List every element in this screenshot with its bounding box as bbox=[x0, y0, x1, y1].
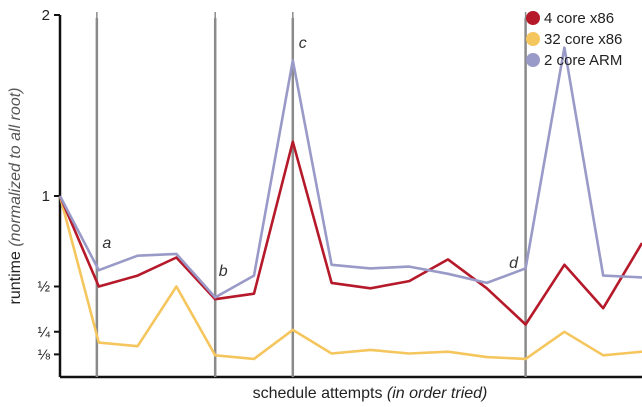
series-line-32-core-x86 bbox=[58, 195, 642, 361]
series-lines bbox=[58, 46, 642, 361]
y-tick-label: 1 bbox=[42, 188, 50, 205]
annotation-d: d bbox=[509, 255, 519, 272]
y-tick-label: 2 bbox=[42, 7, 50, 24]
annotation-b: b bbox=[219, 263, 228, 280]
x-axis-title-main: schedule attempts bbox=[253, 385, 383, 402]
series-line-2-core-arm bbox=[58, 46, 642, 299]
x-axis-title: schedule attempts (in order tried) bbox=[253, 385, 488, 402]
y-tick-label: ¼ bbox=[37, 324, 50, 341]
legend-label: 4 core x86 bbox=[544, 10, 614, 27]
y-tick-label: ½ bbox=[37, 279, 50, 296]
legend-swatch bbox=[526, 32, 540, 46]
legend-label: 2 core ARM bbox=[544, 52, 622, 69]
y-axis-title-main: runtime bbox=[7, 251, 24, 304]
annotation-a: a bbox=[102, 235, 111, 252]
annotation-c: c bbox=[299, 35, 307, 52]
y-axis-title: runtime (normalized to all root) bbox=[7, 88, 24, 305]
vertical-markers bbox=[95, 12, 527, 377]
y-axis-title-note: (normalized to all root) bbox=[7, 88, 24, 247]
y-ticks: ⅛ ¼ ½ 1 2 bbox=[37, 7, 60, 363]
legend-swatch bbox=[526, 53, 540, 67]
legend: 4 core x86 32 core x86 2 core ARM bbox=[526, 10, 622, 69]
legend-label: 32 core x86 bbox=[544, 31, 622, 48]
y-tick-label: ⅛ bbox=[37, 346, 50, 363]
legend-swatch bbox=[526, 11, 540, 25]
x-axis-title-note: (in order tried) bbox=[387, 385, 487, 402]
annotations: a b c d bbox=[102, 35, 519, 280]
series-line-4-core-x86 bbox=[58, 140, 642, 326]
